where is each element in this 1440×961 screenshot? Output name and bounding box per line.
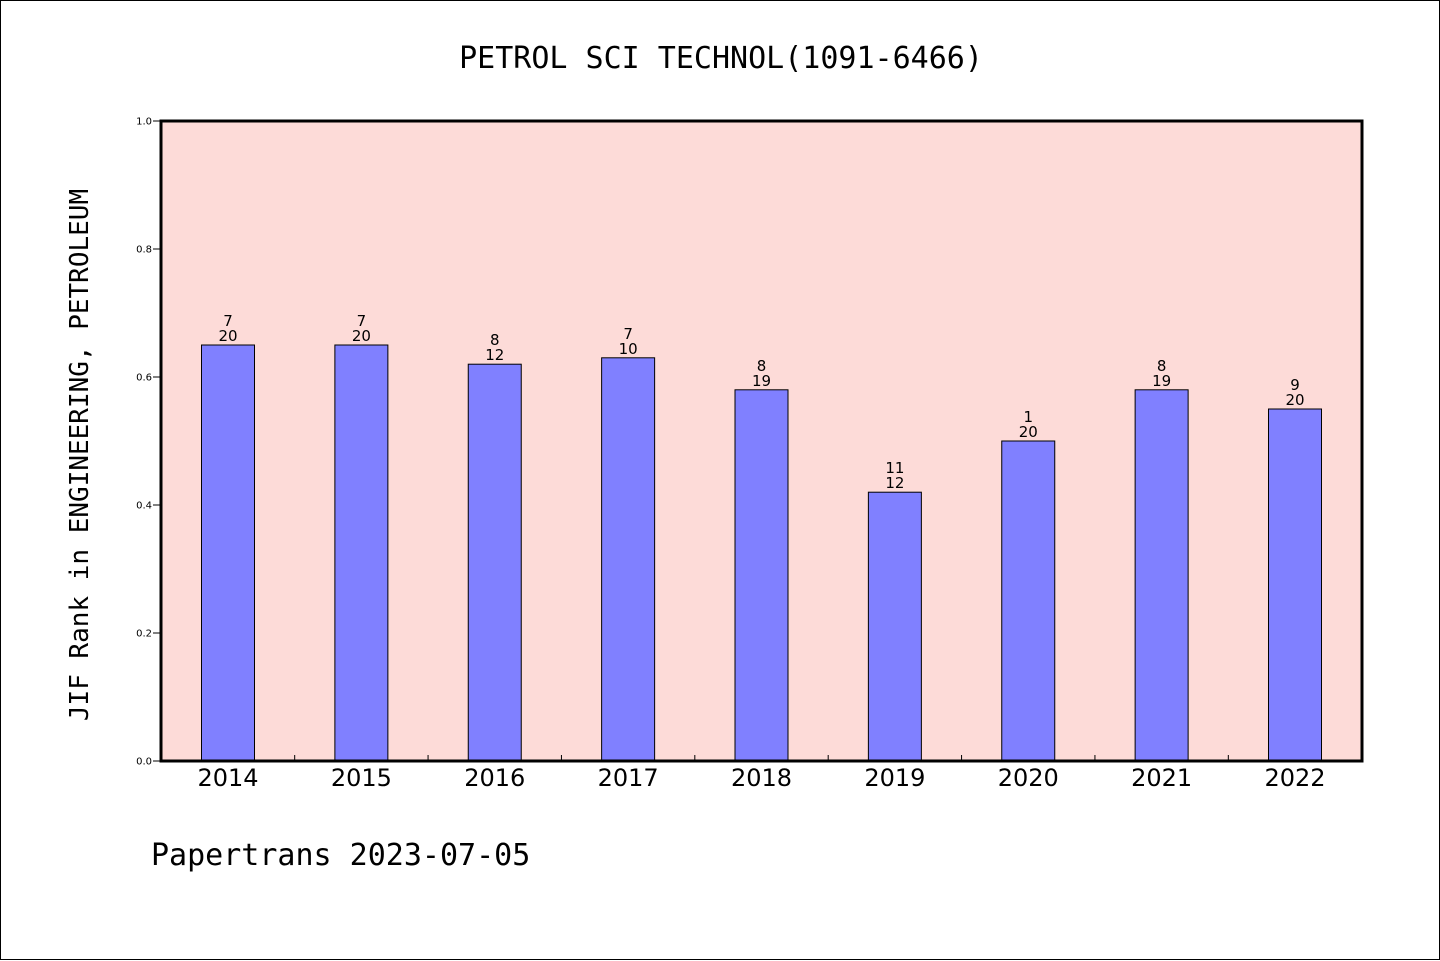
- x-tick-label-2018: 2018: [731, 764, 792, 792]
- y-tick-label: 0.8: [136, 245, 152, 256]
- footer-credit: Papertrans 2023-07-05: [151, 838, 530, 873]
- bar-2015: [334, 344, 389, 762]
- bar-rank-label-2021: 8: [1157, 357, 1167, 375]
- chart-title: PETROL SCI TECHNOL(1091-6466): [459, 41, 983, 76]
- bar-total-label-2016: 12: [485, 346, 504, 364]
- bar-rank-label-2015: 7: [357, 312, 367, 330]
- x-tick-label-2017: 2017: [598, 764, 659, 792]
- bar-2020: [1001, 440, 1056, 762]
- x-tick-label-2019: 2019: [864, 764, 925, 792]
- y-axis-ticks: 0.0 0.2 0.4 0.6 0.8 1.0: [136, 117, 161, 768]
- y-tick-label: 0.6: [136, 373, 152, 384]
- bar-rank-label-2018: 8: [757, 357, 767, 375]
- x-tick-label-2020: 2020: [998, 764, 1059, 792]
- bar-total-label-2022: 20: [1285, 391, 1304, 409]
- bar-2018: [734, 389, 789, 762]
- bar-total-label-2014: 20: [218, 327, 237, 345]
- bar-rank-label-2019: 11: [885, 459, 904, 477]
- plot-border: [159, 119, 1364, 763]
- x-axis-ticks: 2014 2015 2016 2017 2018 2019 2020 2021 2022: [197, 755, 1326, 792]
- y-tick-label: 0.2: [136, 629, 152, 640]
- y-tick-label: 0.4: [136, 501, 152, 512]
- bar-total-label-2018: 19: [752, 372, 771, 390]
- x-tick-label-2021: 2021: [1131, 764, 1192, 792]
- y-tick-label: 1.0: [136, 117, 152, 128]
- bar-2021: [1134, 389, 1189, 762]
- bar-total-label-2019: 12: [885, 474, 904, 492]
- bar-total-label-2015: 20: [352, 327, 371, 345]
- y-axis-label: JIF Rank in ENGINEERING, PETROLEUM: [65, 189, 95, 721]
- bar-rank-label-2017: 7: [623, 325, 633, 343]
- bar-2016: [467, 363, 522, 762]
- x-tick-label-2016: 2016: [464, 764, 525, 792]
- x-tick-label-2015: 2015: [331, 764, 392, 792]
- bar-rank-label-2020: 1: [1023, 408, 1033, 426]
- bar-rank-label-2022: 9: [1290, 376, 1300, 394]
- bar-2022: [1268, 408, 1322, 762]
- bars-group: [201, 344, 1322, 762]
- x-tick-label-2022: 2022: [1264, 764, 1325, 792]
- x-tick-label-2014: 2014: [197, 764, 258, 792]
- bar-2019: [867, 491, 922, 762]
- bar-rank-label-2016: 8: [490, 331, 500, 349]
- y-tick-label: 0.0: [136, 757, 152, 768]
- bar-2014: [201, 344, 255, 762]
- bar-2017: [601, 357, 656, 762]
- bar-total-label-2017: 10: [619, 340, 638, 358]
- bar-total-label-2020: 20: [1019, 423, 1038, 441]
- bar-total-label-2021: 19: [1152, 372, 1171, 390]
- bar-rank-label-2014: 7: [223, 312, 233, 330]
